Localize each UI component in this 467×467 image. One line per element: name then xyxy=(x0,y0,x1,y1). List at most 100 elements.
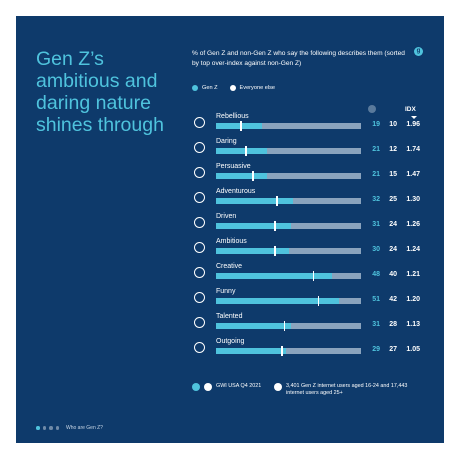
idx-value: 1.30 xyxy=(406,196,420,203)
genz-bar xyxy=(216,348,287,354)
genz-value: 31 xyxy=(372,321,380,328)
everyone-else-marker xyxy=(317,296,319,306)
legend-else-label: Everyone else xyxy=(239,85,275,91)
everyone-else-marker xyxy=(276,196,278,206)
everyone-else-marker xyxy=(252,171,254,181)
pager-dot-active[interactable] xyxy=(36,426,40,430)
idx-value: 1.24 xyxy=(406,246,420,253)
category-label: Outgoing xyxy=(216,338,245,345)
bar-track xyxy=(216,146,361,156)
footer-source: GWI USA Q4 2021 xyxy=(192,383,261,391)
idx-value: 1.21 xyxy=(406,271,420,278)
bar-track xyxy=(216,221,361,231)
genz-value: 29 xyxy=(372,346,380,353)
footer-base: 3,401 Gen Z internet users aged 16-24 an… xyxy=(274,383,424,397)
genz-bar xyxy=(216,198,294,204)
genz-value: 32 xyxy=(372,196,380,203)
everyone-else-marker xyxy=(281,346,283,356)
sun-icon xyxy=(194,142,205,153)
category-label: Creative xyxy=(216,263,243,270)
everyone-else-value: 12 xyxy=(389,146,397,153)
bar-track xyxy=(216,321,361,331)
category-label: Adventurous xyxy=(216,188,256,195)
category-label: Daring xyxy=(216,138,237,145)
idx-value: 1.96 xyxy=(406,121,420,128)
everyone-else-value: 24 xyxy=(389,221,397,228)
bar-track xyxy=(216,296,361,306)
genz-value: 21 xyxy=(372,146,380,153)
everyone-else-marker xyxy=(245,146,247,156)
everyone-else-value: 42 xyxy=(389,296,397,303)
idx-value: 1.74 xyxy=(406,146,420,153)
chart-row: Adventurous 32 25 1.30 xyxy=(16,188,444,212)
genz-value: 51 xyxy=(372,296,380,303)
legend-item-else: Everyone else xyxy=(229,85,275,91)
genz-value: 19 xyxy=(372,121,380,128)
genz-bar xyxy=(216,148,267,154)
headline: Gen Z’s ambitious and daring nature shin… xyxy=(36,48,164,136)
palette-icon xyxy=(194,267,205,278)
genz-bar xyxy=(216,173,267,179)
star-icon xyxy=(194,242,205,253)
genz-value: 48 xyxy=(372,271,380,278)
everyone-else-marker xyxy=(283,321,286,331)
idx-value: 1.20 xyxy=(406,296,420,303)
chart-row: Funny 51 42 1.20 xyxy=(16,288,444,312)
legend-genz-dot xyxy=(192,85,198,91)
genz-column-icon xyxy=(368,105,376,113)
pager-dot[interactable] xyxy=(42,426,46,430)
source-icon xyxy=(192,383,200,391)
base-users-icon xyxy=(274,383,282,391)
everyone-else-value: 24 xyxy=(389,246,397,253)
trophy-icon xyxy=(194,317,205,328)
road-icon xyxy=(194,217,205,228)
pager-dot[interactable] xyxy=(49,426,53,430)
legend: Gen Z Everyone else xyxy=(192,85,287,91)
legend-item-genz: Gen Z xyxy=(192,85,218,91)
chart-row: Ambitious 30 24 1.24 xyxy=(16,238,444,262)
category-label: Persuasive xyxy=(216,163,251,170)
base-text: 3,401 Gen Z internet users aged 16-24 an… xyxy=(286,383,408,396)
chart-row: Creative 48 40 1.21 xyxy=(16,263,444,287)
chart-subtitle: % of Gen Z and non-Gen Z who say the fol… xyxy=(192,50,405,67)
genz-bar xyxy=(216,248,289,254)
everyone-else-marker xyxy=(240,121,242,131)
genz-value: 21 xyxy=(372,171,380,178)
pager-label: Who are Gen Z? xyxy=(66,425,103,431)
lightning-icon xyxy=(194,117,205,128)
smiley-icon xyxy=(194,167,205,178)
gwi-logo-icon xyxy=(204,383,212,391)
chart-row: Daring 21 12 1.74 xyxy=(16,138,444,162)
everyone-else-value: 25 xyxy=(389,196,397,203)
source-text: GWI USA Q4 2021 xyxy=(216,383,262,389)
genz-bar xyxy=(216,123,262,129)
everyone-else-value: 27 xyxy=(389,346,397,353)
idx-value: 1.05 xyxy=(406,346,420,353)
info-badge-icon[interactable]: g xyxy=(414,47,423,56)
chart-row: Outgoing 29 27 1.05 xyxy=(16,338,444,362)
bar-track xyxy=(216,121,361,131)
bar-track xyxy=(216,271,361,281)
legend-else-dot xyxy=(229,85,236,91)
category-label: Talented xyxy=(216,313,243,320)
everyone-else-value: 10 xyxy=(389,121,397,128)
bright-sun-icon xyxy=(194,342,205,353)
everyone-else-marker xyxy=(312,271,315,281)
laughing-face-icon xyxy=(194,292,205,303)
infographic-card: Gen Z’s ambitious and daring nature shin… xyxy=(16,16,444,443)
idx-value: 1.26 xyxy=(406,221,420,228)
idx-value: 1.13 xyxy=(406,321,420,328)
bar-track xyxy=(216,246,361,256)
bar-track xyxy=(216,171,361,181)
category-label: Rebellious xyxy=(216,113,249,120)
genz-bar xyxy=(216,273,332,279)
everyone-else-value: 28 xyxy=(389,321,397,328)
everyone-else-value: 40 xyxy=(389,271,397,278)
pager-dot[interactable] xyxy=(55,426,59,430)
chart-row: Talented 31 28 1.13 xyxy=(16,313,444,337)
genz-value: 31 xyxy=(372,221,380,228)
bar-track xyxy=(216,346,361,356)
everyone-else-marker xyxy=(274,221,276,231)
genz-bar xyxy=(216,323,291,329)
genz-bar xyxy=(216,298,340,304)
